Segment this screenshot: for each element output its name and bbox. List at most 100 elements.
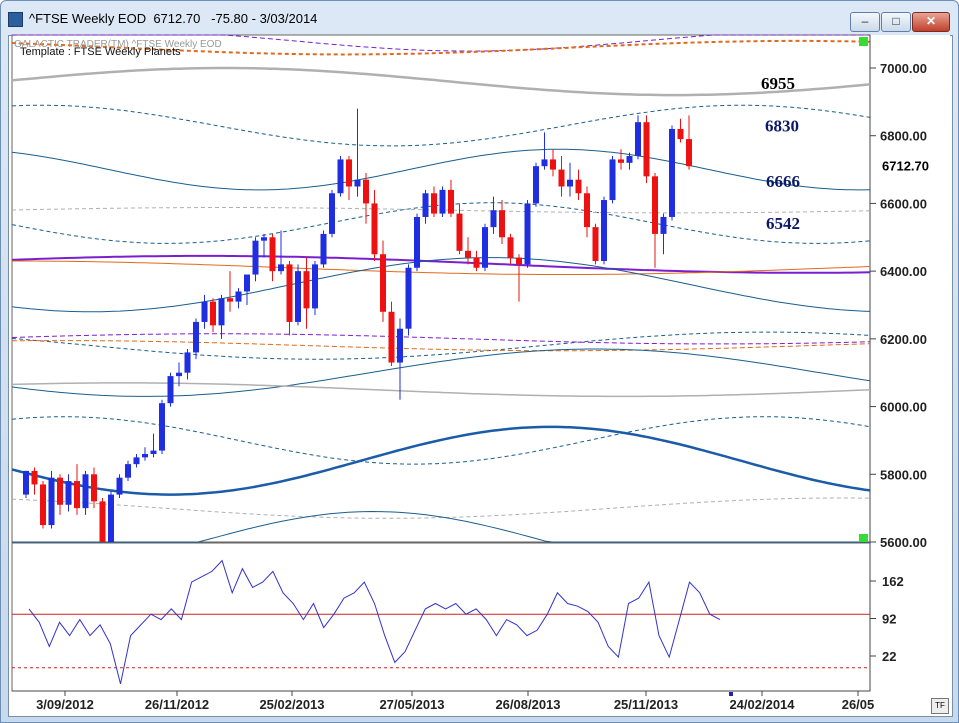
annotation-6542: 6542 — [766, 214, 800, 233]
x-tick-3: 27/05/2013 — [379, 697, 444, 712]
planet-line-0 — [11, 66, 871, 97]
planet-lines — [11, 34, 871, 543]
candle-53 — [473, 250, 480, 272]
candle-26 — [244, 274, 250, 305]
planet-line-14 — [11, 425, 871, 496]
minimize-icon: – — [861, 14, 869, 28]
candle-43 — [388, 301, 395, 366]
app-icon — [8, 12, 23, 27]
planet-line-7 — [11, 257, 871, 313]
candle-0 — [23, 470, 29, 498]
tf-button[interactable]: TF — [931, 698, 949, 714]
candle-9 — [99, 497, 106, 542]
candle-32 — [295, 264, 301, 326]
candle-46 — [414, 213, 420, 272]
candle-8 — [91, 467, 97, 509]
candle-21 — [201, 294, 208, 329]
candle-70 — [618, 149, 624, 170]
planet-line-6 — [12, 260, 871, 275]
candle-24 — [227, 271, 233, 312]
close-icon: ✕ — [925, 14, 937, 28]
planet-line-1 — [11, 104, 871, 147]
candle-56 — [499, 200, 505, 245]
candle-28 — [261, 233, 267, 258]
candle-16 — [159, 399, 165, 454]
candle-63 — [558, 156, 565, 197]
candle-45 — [405, 264, 412, 336]
candle-39 — [354, 108, 361, 197]
maximize-button[interactable]: □ — [881, 12, 911, 32]
y-tick-6: 5800.00 — [880, 467, 927, 482]
candle-78 — [686, 115, 692, 170]
candle-22 — [210, 298, 216, 333]
candle-54 — [482, 223, 488, 272]
candle-36 — [329, 189, 335, 238]
template-label: Template : FTSE Weekly Planets — [20, 46, 181, 58]
candle-55 — [490, 196, 497, 234]
candle-30 — [278, 230, 284, 275]
candle-31 — [286, 260, 293, 336]
candle-41 — [371, 189, 378, 261]
candle-47 — [422, 189, 429, 224]
planet-line-11 — [11, 348, 871, 397]
x-tick-1: 26/11/2012 — [145, 697, 209, 712]
candle-64 — [567, 162, 573, 197]
candle-49 — [439, 186, 446, 217]
candle-38 — [346, 156, 352, 201]
candle-57 — [507, 233, 514, 265]
x-tick-7: 26/05 — [842, 697, 875, 712]
level-annotations: 6955 6830 6666 6542 — [761, 74, 800, 233]
candle-62 — [550, 149, 556, 177]
y-tick-5: 6000.00 — [880, 400, 927, 415]
candle-17 — [167, 372, 174, 407]
planet-line-12 — [11, 382, 871, 398]
candle-14 — [142, 447, 148, 461]
candles — [23, 108, 692, 542]
osc-series — [28, 559, 721, 685]
y-tick-4: 6200.00 — [880, 332, 927, 347]
candle-66 — [584, 186, 590, 238]
candle-61 — [541, 132, 548, 170]
candle-74 — [652, 172, 658, 268]
candle-1 — [31, 467, 38, 495]
candle-20 — [193, 318, 199, 360]
candle-10 — [108, 491, 114, 542]
candle-75 — [660, 213, 667, 255]
planet-line-16 — [12, 510, 870, 543]
price-panel — [11, 34, 871, 543]
minimize-button[interactable]: – — [850, 12, 880, 32]
candle-5 — [65, 474, 72, 512]
candle-69 — [609, 156, 616, 204]
x-tick-5: 25/11/2013 — [614, 697, 678, 712]
planet-line-3 — [11, 202, 871, 244]
candle-60 — [533, 162, 539, 207]
planet-line-2 — [11, 148, 871, 191]
watermark: GALACTIC TRADER(TM) ^FTSE Weekly EOD — [14, 39, 222, 50]
annotation-6955: 6955 — [761, 74, 795, 93]
candle-58 — [516, 254, 522, 302]
candle-4 — [57, 474, 63, 515]
panel-marker-top[interactable] — [859, 37, 868, 46]
title-bar[interactable]: ^FTSE Weekly EOD 6712.70 -75.80 - 3/03/2… — [1, 1, 958, 35]
panel-marker-bottom[interactable] — [859, 534, 868, 542]
osc-tick-1: 92 — [882, 612, 896, 627]
planet-line-18 — [11, 39, 871, 56]
y-tick-0: 7000.00 — [880, 61, 927, 76]
x-tick-2: 25/02/2013 — [259, 697, 324, 712]
candle-40 — [363, 172, 369, 224]
x-tick-6: 24/02/2014 — [729, 697, 795, 712]
y-tick-labels: 7000.00 6800.00 6600.00 6400.00 6200.00 6000.… — [870, 61, 929, 664]
candle-6 — [74, 464, 80, 515]
close-button[interactable]: ✕ — [912, 12, 950, 32]
candle-11 — [116, 474, 123, 498]
candle-71 — [626, 152, 633, 170]
candle-25 — [235, 288, 242, 309]
candle-37 — [337, 156, 344, 197]
candle-42 — [380, 240, 386, 322]
planet-line-10 — [11, 340, 871, 352]
candle-35 — [320, 230, 327, 268]
candle-3 — [48, 470, 55, 529]
candle-68 — [601, 196, 607, 265]
y-axis-area — [870, 35, 950, 691]
